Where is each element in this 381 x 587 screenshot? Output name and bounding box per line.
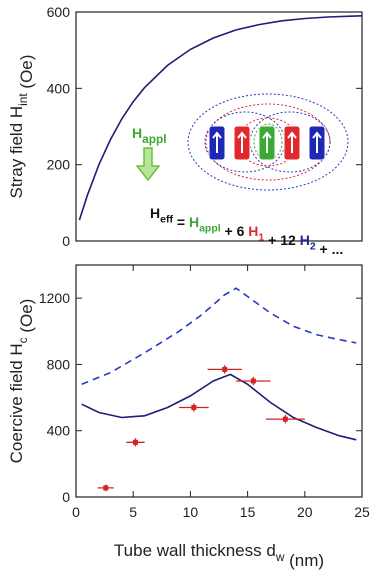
y-tick-label: 800 [47,356,71,372]
x-tick-label: 25 [354,504,370,520]
text-part: = [173,214,189,230]
y-tick-label: 1200 [39,290,70,306]
x-tick-label: 15 [240,504,256,520]
plot-frame [75,11,363,242]
plot-frame [75,264,363,498]
data-point [222,366,228,372]
subscript: appl [142,132,166,146]
x-axis-label: Tube wall thickness dw (nm) [114,541,324,570]
y-tick-label: 0 [62,489,70,505]
data-point [282,416,288,422]
subscript: c [16,337,30,343]
subscript: 1 [258,232,264,244]
x-tick-label: 0 [72,504,80,520]
y-tick-label: 400 [47,423,71,439]
data-point [132,439,138,445]
text-part: + ... [316,241,344,257]
text-part: (Oe) [17,299,36,338]
applied-field-label: Happl [132,125,167,146]
text-part: H [150,205,160,221]
text-part: + 12 [264,232,299,248]
y-tick-label: 0 [62,233,70,249]
y-tick-label: 200 [47,157,71,173]
field-formula: Heff = Happl + 6 H1 + 12 H2 + ... [150,205,343,257]
y-tick-label: 600 [47,4,71,20]
data-point [103,485,109,491]
y-tick-label: 400 [47,80,71,96]
field-arrow [135,147,161,182]
text-part: Coercive field H [7,343,26,463]
curve [78,15,363,221]
subscript: 2 [310,241,316,253]
text-part: Stray field H [7,106,26,199]
text-part: + 6 [221,223,249,239]
subscript: appl [199,223,221,235]
x-tick-label: 5 [129,504,137,520]
text-part: Tube wall thickness d [114,541,276,560]
magnet-tubes [208,125,326,161]
data-point [191,405,197,411]
curve [81,287,357,386]
y-axis-label: Coercive field Hc (Oe) [7,299,36,464]
x-tick-label: 10 [183,504,199,520]
text-part: H [132,125,142,141]
subscript: int [16,93,30,106]
subscript: eff [160,214,173,226]
data-point [250,378,256,384]
text-part: (nm) [284,551,324,570]
text-part: H [300,232,310,248]
y-axis-label: Stray field Hint (Oe) [7,55,36,199]
text-part: H [189,214,199,230]
curve [81,373,357,441]
text-part: (Oe) [17,55,36,94]
text-part: H [248,223,258,239]
x-tick-label: 20 [297,504,313,520]
subscript: w [275,550,285,564]
